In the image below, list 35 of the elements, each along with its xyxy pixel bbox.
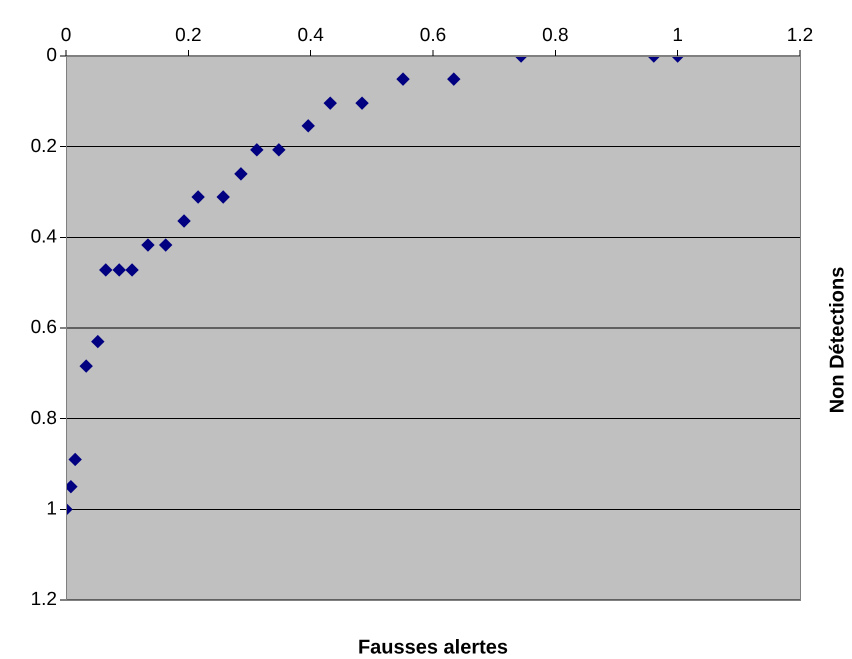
x-axis-title: Fausses alertes	[358, 636, 508, 659]
y-tick-label: 0.8	[30, 408, 57, 429]
point	[192, 190, 205, 204]
point	[112, 263, 126, 276]
point	[250, 143, 264, 156]
y-tick-label: 0.2	[30, 136, 57, 157]
y-tick-label: 0.4	[30, 226, 58, 248]
point	[141, 238, 154, 252]
x-tick-label: 0	[60, 24, 72, 46]
point	[447, 72, 460, 86]
point	[302, 119, 315, 132]
point	[216, 190, 230, 204]
y-axis-title: Non Détections	[826, 266, 849, 414]
x-tick-label: 0.2	[175, 24, 202, 46]
x-tick-label: 0.8	[542, 24, 569, 46]
point	[178, 214, 191, 228]
y-tick-label: 1	[46, 498, 57, 520]
point	[99, 263, 112, 276]
y-tick-label: 0.6	[30, 317, 57, 338]
point	[324, 96, 337, 110]
point	[272, 143, 286, 156]
y-tick-label: 1.2	[30, 589, 57, 610]
point	[234, 167, 248, 180]
y-tick-label: 0	[46, 45, 57, 66]
point	[80, 360, 93, 373]
x-tick-label: 1	[672, 24, 683, 46]
point	[91, 335, 104, 348]
x-tick-label: 0.4	[297, 24, 324, 46]
point	[68, 452, 82, 466]
x-tick-label: 0.6	[420, 24, 446, 46]
x-tick-label: 1.2	[786, 24, 814, 46]
point	[396, 72, 410, 86]
point	[126, 263, 139, 276]
point	[356, 96, 369, 110]
point	[159, 238, 172, 252]
